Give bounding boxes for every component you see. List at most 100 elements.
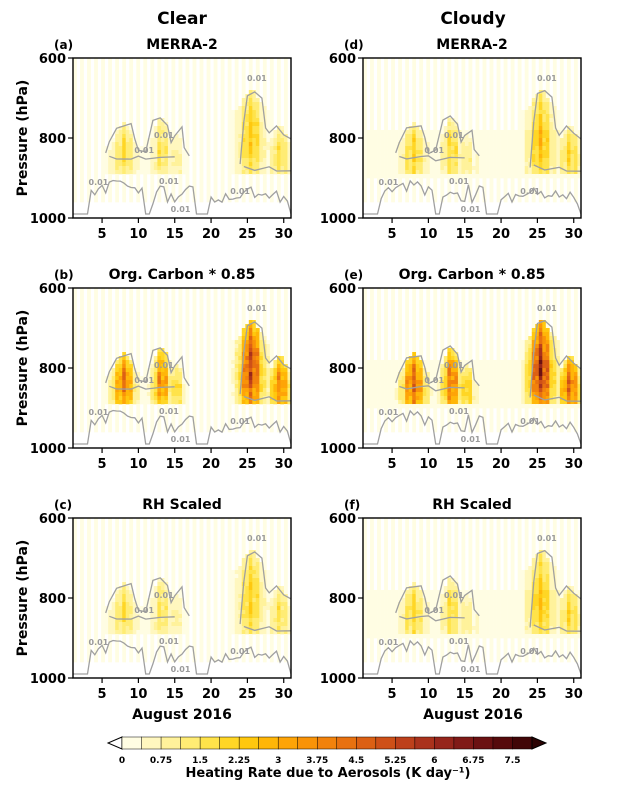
colorbar-swatch	[121, 736, 142, 750]
y-tick-label: 600	[329, 512, 356, 527]
heatmap-field	[363, 58, 581, 203]
x-tick-label: 10	[129, 227, 147, 242]
heatmap-field	[73, 58, 291, 203]
panel-title: Org. Carbon * 0.85	[109, 267, 256, 283]
colorbar-swatch	[199, 736, 221, 750]
x-tick-label: 10	[129, 687, 147, 702]
contour-lines	[363, 319, 581, 445]
colorbar-swatch	[453, 736, 474, 750]
colorbar-tick-label: 6.75	[462, 756, 484, 766]
x-tick-label: 25	[238, 457, 256, 472]
y-tick-label: 600	[39, 52, 66, 67]
x-tick-label: 20	[202, 687, 220, 702]
x-tick-label: 30	[565, 687, 583, 702]
x-tick-label: 15	[166, 687, 184, 702]
x-tick-label: 15	[456, 687, 474, 702]
x-tick-label: 30	[565, 227, 583, 242]
colorbar-extend-min	[106, 736, 123, 750]
contour-label: 0.01	[449, 177, 469, 186]
contour-label: 0.01	[537, 304, 557, 313]
colorbar-extend-max	[531, 736, 548, 750]
colorbar-swatch	[336, 736, 357, 750]
colorbar-tick-label: 3.75	[306, 756, 328, 766]
contour-label: 0.01	[154, 361, 174, 370]
contour-label: 0.01	[134, 606, 154, 615]
y-tick-label: 800	[329, 592, 356, 607]
colorbar-swatch	[238, 736, 260, 750]
x-tick-label: 25	[238, 227, 256, 242]
contour-label: 0.01	[247, 74, 267, 83]
x-tick-label: 20	[202, 457, 220, 472]
panel-grid: (a) MERRA-20.010.010.010.01 0.010.010.015 1…	[15, 37, 583, 702]
contour-label: 0.01	[247, 534, 267, 543]
contour-label: 0.01	[444, 591, 464, 600]
colorbar-swatch	[219, 736, 240, 750]
contour-label: 0.01	[171, 205, 191, 214]
x-tick-label: 5	[98, 687, 107, 702]
contour-label: 0.01	[379, 408, 399, 417]
contour-label: 0.01	[171, 665, 191, 674]
contour-label: 0.01	[537, 74, 557, 83]
panel-title: RH Scaled	[432, 497, 512, 513]
contour-label: 0.01	[424, 376, 444, 385]
colorbar-swatch	[141, 736, 162, 750]
heatmap-field	[73, 288, 291, 433]
colorbar-swatch	[434, 736, 455, 750]
y-tick-label: 1000	[30, 442, 66, 457]
y-tick-label: 600	[329, 282, 356, 297]
contour-label: 0.01	[154, 131, 174, 140]
x-tick-label: 5	[388, 227, 397, 242]
contour-label: 0.01	[230, 647, 250, 656]
colorbar-tick-label: 2.25	[228, 756, 250, 766]
x-tick-label: 20	[492, 227, 510, 242]
x-tick-label: 25	[528, 687, 546, 702]
y-axis-label: Pressure (hPa)	[15, 80, 31, 197]
panel-label: (b)	[54, 268, 74, 282]
x-tick-label: 25	[528, 457, 546, 472]
y-tick-label: 800	[329, 132, 356, 147]
y-tick-label: 1000	[320, 212, 356, 227]
x-tick-label: 20	[492, 457, 510, 472]
colorbar-swatch	[395, 736, 416, 750]
y-tick-label: 1000	[320, 442, 356, 457]
contour-lines	[363, 89, 581, 215]
panel-a: (a) MERRA-20.010.010.010.01 0.010.010.015 1…	[15, 37, 293, 242]
panel-label: (a)	[54, 38, 73, 52]
contour-label: 0.01	[89, 638, 109, 647]
y-tick-label: 1000	[320, 672, 356, 687]
contour-lines	[73, 91, 291, 215]
contour-label: 0.01	[379, 178, 399, 187]
contour-label: 0.01	[379, 638, 399, 647]
contour-label: 0.01	[159, 637, 179, 646]
colorbar-tick-label: 6	[431, 756, 437, 766]
contour-label: 0.01	[247, 304, 267, 313]
colorbar: 0 0.75 1.5 2.25 3 3.75 4.5 5.25 6 6.75 7.5	[106, 736, 548, 766]
y-tick-label: 600	[39, 512, 66, 527]
panel-label: (f)	[344, 498, 360, 512]
y-axis-label: Pressure (hPa)	[15, 540, 31, 657]
x-tick-label: 20	[492, 687, 510, 702]
contour-lines	[73, 321, 291, 445]
colorbar-swatch	[160, 736, 182, 750]
colorbar-tick-label: 1.5	[192, 756, 208, 766]
contour-label: 0.01	[230, 417, 250, 426]
panel-b: (b) Org. Carbon * 0.850.010.010.010.01 0.0…	[15, 267, 293, 472]
x-tick-label: 5	[388, 457, 397, 472]
contour-lines	[363, 549, 581, 675]
colorbar-tick-label: 5.25	[384, 756, 406, 766]
colorbar-swatch	[375, 736, 396, 750]
panel-label: (d)	[344, 38, 364, 52]
contour-label: 0.01	[537, 534, 557, 543]
colorbar-swatch	[492, 736, 513, 750]
column-title-cloudy: Cloudy	[440, 9, 505, 29]
contour-label: 0.01	[520, 187, 540, 196]
y-tick-label: 800	[39, 592, 66, 607]
contour-label: 0.01	[89, 178, 109, 187]
contour-label: 0.01	[154, 591, 174, 600]
colorbar-swatch	[356, 736, 377, 750]
contour-label: 0.01	[461, 665, 481, 674]
x-tick-label: 15	[456, 227, 474, 242]
colorbar-tick-label: 4.5	[348, 756, 364, 766]
